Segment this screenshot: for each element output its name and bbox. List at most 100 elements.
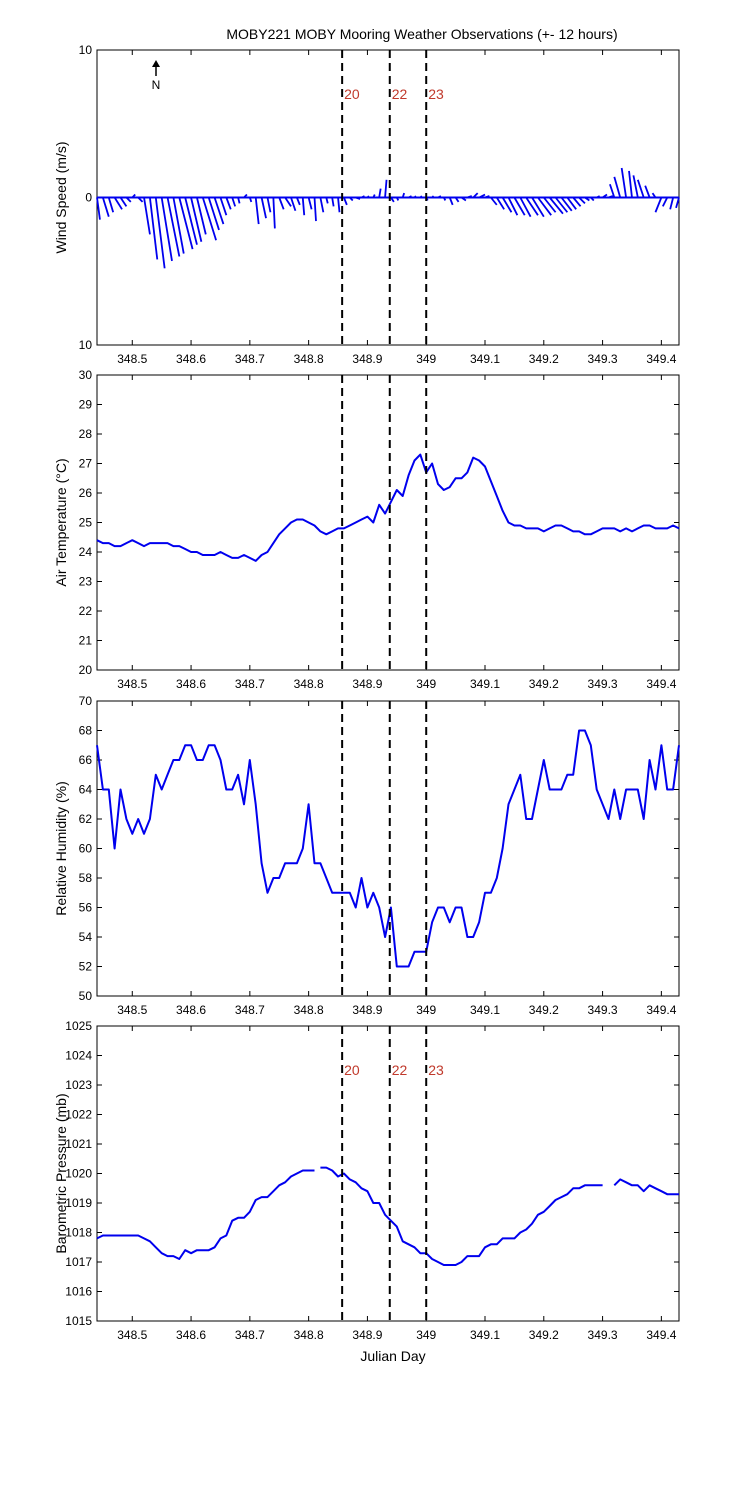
x-tick-label: 348.7: [235, 1003, 265, 1017]
wind-vector: [495, 197, 505, 210]
wind-vector: [201, 197, 217, 241]
wind-vector: [149, 197, 159, 260]
wind-vector: [408, 195, 412, 199]
wind-vector: [260, 197, 267, 219]
wind-vector: [384, 179, 388, 198]
y-tick-label: 1022: [65, 1108, 92, 1122]
wind-vector: [184, 197, 198, 245]
wind-vector: [413, 195, 417, 199]
x-tick-label: 348.9: [352, 1003, 382, 1017]
x-tick-label: 349.4: [646, 352, 676, 366]
x-tick-label: 349: [416, 1328, 436, 1342]
wind-vector: [507, 197, 519, 216]
wind-vector: [554, 196, 569, 213]
wind-vector: [284, 197, 292, 207]
y-tick-label: 26: [79, 486, 93, 500]
event-marker-label: 22: [392, 86, 408, 102]
series-line-3: [613, 1178, 679, 1196]
x-tick-label: 348.8: [294, 352, 324, 366]
y-tick-label: 22: [79, 604, 93, 618]
wind-vector: [96, 197, 101, 220]
wind-vector: [644, 185, 651, 198]
wind-vector: [454, 197, 460, 203]
wind-vector: [654, 197, 663, 213]
y-tick-label: 62: [79, 812, 93, 826]
wind-vector: [531, 197, 545, 218]
wind-vector: [478, 193, 486, 199]
x-tick-label: 348.6: [176, 1003, 206, 1017]
x-tick-label: 348.9: [352, 677, 382, 691]
x-tick-label: 349: [416, 352, 436, 366]
wind-vector: [613, 176, 622, 198]
wind-vector: [448, 197, 454, 206]
x-tick-label: 349.2: [529, 352, 559, 366]
wind-vector: [636, 179, 645, 198]
y-tick-label: 58: [79, 871, 93, 885]
wind-vector: [501, 197, 513, 213]
x-tick-label: 349.3: [588, 1328, 618, 1342]
panel-1: 10 0 10 348.5 348.6 348.7 348.8 348.9 349 349.1 34…: [53, 43, 680, 366]
wind-vector: [349, 196, 354, 202]
wind-vector: [190, 197, 203, 242]
wind-vector: [343, 197, 348, 206]
wind-vector: [231, 197, 237, 207]
x-tick-label: 349.2: [529, 1328, 559, 1342]
event-marker-label: 20: [344, 86, 360, 102]
x-tick-label: 348.8: [294, 1003, 324, 1017]
y-tick-label: 68: [79, 724, 93, 738]
wind-vector: [537, 196, 552, 216]
wind-vector: [166, 197, 181, 257]
wind-vector: [254, 197, 260, 225]
wind-vector: [401, 192, 406, 198]
wind-vector: [125, 196, 132, 203]
y-tick-label: 27: [79, 457, 93, 471]
wind-vector: [560, 196, 573, 212]
wind-vector: [272, 197, 276, 229]
x-tick-label: 349.3: [588, 677, 618, 691]
x-tick-label: 348.7: [235, 677, 265, 691]
y-tick-label: 1021: [65, 1137, 92, 1151]
wind-vector: [596, 195, 601, 199]
y-tick-label: 28: [79, 427, 93, 441]
wind-vector: [632, 175, 639, 198]
wind-vector: [443, 197, 447, 201]
wind-vector: [154, 197, 166, 269]
y-tick-label: 10: [79, 43, 93, 57]
wind-vector: [325, 197, 329, 204]
event-marker-label: 23: [428, 86, 444, 102]
x-tick-label: 348.5: [117, 352, 147, 366]
y-tick-label: 60: [79, 842, 93, 856]
wind-vector: [472, 192, 479, 199]
y-tick-label: 10: [79, 338, 93, 352]
wind-vector: [160, 197, 173, 262]
y-tick-label: 0: [85, 191, 92, 205]
wind-vector: [590, 196, 595, 202]
x-tick-label: 349.4: [646, 677, 676, 691]
event-marker-label: 20: [344, 1062, 360, 1078]
y-tick-label: 25: [79, 516, 93, 530]
wind-vector: [602, 193, 608, 199]
y-tick-label: 1015: [65, 1314, 92, 1328]
wind-vector: [608, 195, 614, 199]
wind-vector: [609, 183, 616, 198]
wind-vector: [296, 197, 301, 206]
x-tick-label: 349.1: [470, 352, 500, 366]
panels: 10 0 10 348.5 348.6 348.7 348.8 348.9 349 349.1 34…: [53, 43, 680, 1342]
y-tick-label: 70: [79, 694, 93, 708]
wind-vector: [437, 195, 442, 199]
wind-vector: [543, 196, 557, 213]
wind-vector: [355, 196, 361, 200]
wind-vector: [219, 197, 228, 216]
wind-vector: [467, 195, 473, 199]
x-tick-label: 348.9: [352, 1328, 382, 1342]
y-tick-label: 52: [79, 960, 93, 974]
x-tick-label: 349.3: [588, 1003, 618, 1017]
y-axis-label: Wind Speed (m/s): [53, 141, 69, 253]
wind-vector: [196, 197, 207, 235]
wind-vector: [519, 197, 532, 218]
wind-vector: [390, 197, 395, 203]
panel-4: 1015 1016 1017 1018 1019 1020 1021 1022 1023 1024…: [53, 1019, 680, 1342]
wind-vector: [669, 197, 674, 210]
series-line-1: [96, 729, 680, 968]
x-tick-label: 348.6: [176, 1328, 206, 1342]
